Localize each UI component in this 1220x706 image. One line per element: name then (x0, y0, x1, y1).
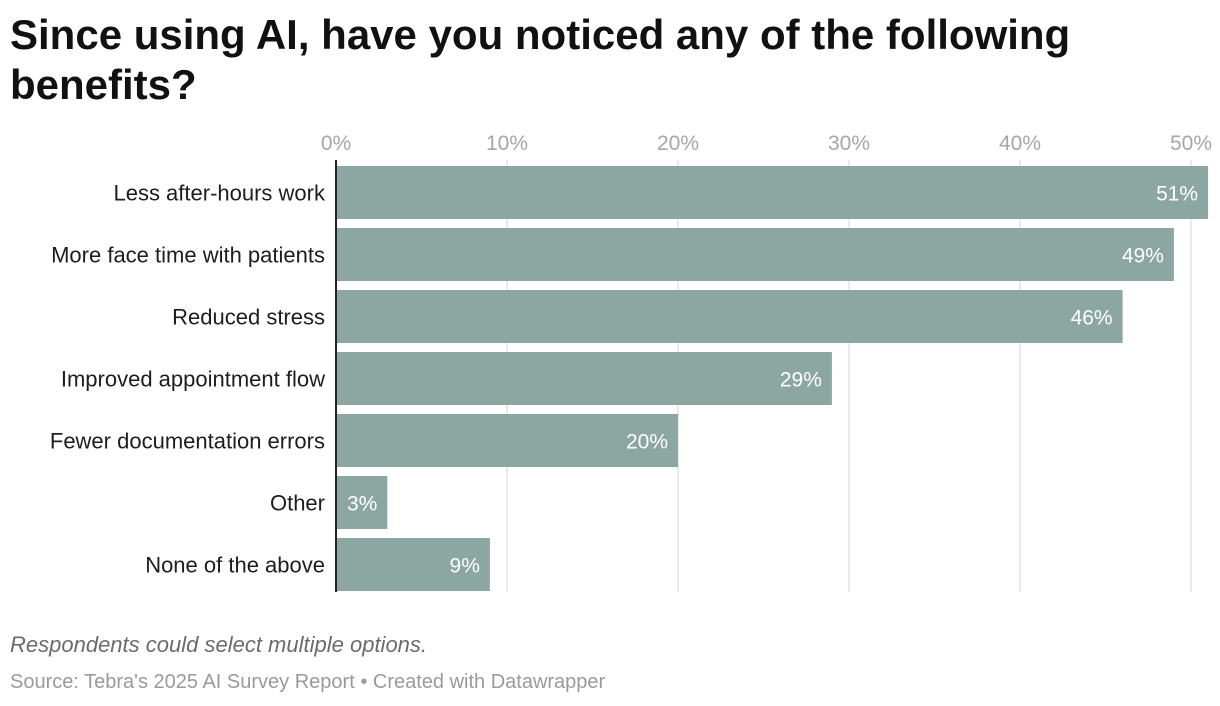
x-axis-ticks: 0% 10% 20% 30% 40% 50% (321, 132, 1212, 155)
category-label: More face time with patients (51, 243, 325, 268)
bar (336, 166, 1209, 219)
bar (336, 352, 832, 405)
value-label: 29% (780, 369, 822, 392)
category-label: Other (270, 491, 325, 516)
x-tick-label: 10% (486, 132, 528, 155)
x-tick-label: 20% (657, 132, 699, 155)
value-label: 46% (1071, 307, 1113, 330)
category-label: Improved appointment flow (61, 367, 325, 392)
x-tick-label: 50% (1170, 132, 1212, 155)
value-label: 3% (347, 493, 377, 516)
category-label: Reduced stress (172, 305, 325, 330)
x-tick-label: 0% (321, 132, 351, 155)
category-label: Less after-hours work (113, 181, 326, 206)
value-labels: 51% 49% 46% 29% 20% 3% 9% (347, 183, 1198, 578)
bar (336, 228, 1174, 281)
x-tick-label: 30% (828, 132, 870, 155)
bar (336, 290, 1123, 343)
chart-source: Source: Tebra's 2025 AI Survey Report • … (10, 671, 606, 693)
chart-note: Respondents could select multiple option… (10, 632, 428, 657)
category-label: None of the above (145, 553, 325, 578)
chart-title: Since using AI, have you noticed any of … (10, 11, 1071, 108)
bar (336, 414, 678, 467)
bars (336, 166, 1209, 591)
value-label: 51% (1156, 183, 1198, 206)
x-tick-label: 40% (999, 132, 1041, 155)
category-labels: Less after-hours work More face time with… (50, 181, 326, 578)
bar (336, 476, 388, 529)
value-label: 9% (450, 555, 480, 578)
category-label: Fewer documentation errors (50, 429, 325, 454)
value-label: 49% (1122, 245, 1164, 268)
value-label: 20% (626, 431, 668, 454)
bar (336, 538, 490, 591)
